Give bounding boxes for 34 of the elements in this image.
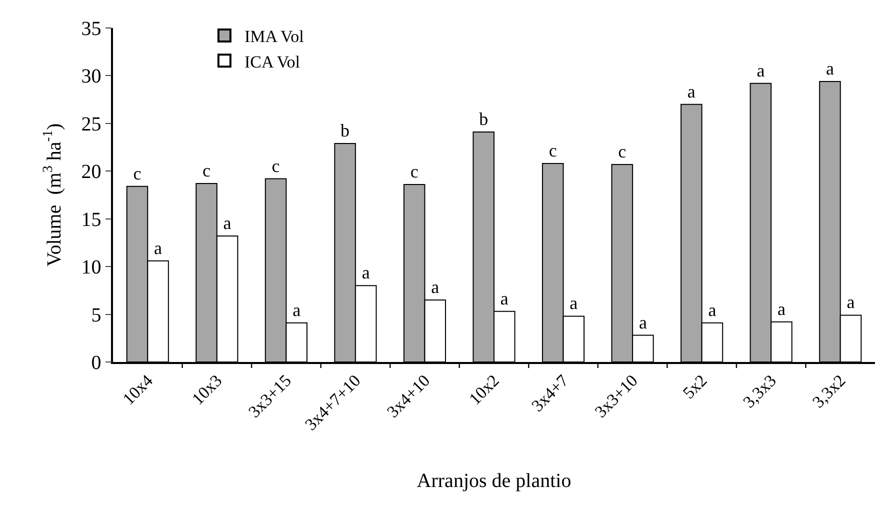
y-tick-label: 10 [81, 256, 102, 279]
data-label: a [638, 312, 647, 332]
data-label: a [826, 58, 834, 78]
data-label: a [292, 300, 301, 320]
data-label: a [777, 298, 786, 319]
y-tick-label: 15 [81, 208, 102, 231]
data-label: c [618, 141, 626, 162]
y-tick-label: 0 [91, 352, 102, 374]
y-tick-label: 20 [81, 161, 102, 184]
data-label: a [154, 238, 162, 258]
data-label: a [500, 288, 508, 308]
y-tick-label: 25 [81, 113, 102, 136]
data-label: a [846, 292, 855, 312]
y-tick-label: 5 [91, 304, 102, 326]
data-label: c [202, 160, 211, 181]
legend-label: IMA Vol [244, 27, 304, 46]
data-label: b [340, 120, 350, 140]
data-label: c [548, 140, 557, 161]
data-label: a [708, 300, 716, 320]
data-label: a [687, 81, 696, 102]
x-tick-label: 5x2 [679, 371, 711, 403]
data-label: a [431, 276, 440, 297]
data-label: c [410, 162, 418, 182]
data-label: a [570, 293, 578, 314]
data-label: b [479, 109, 488, 130]
data-label: c [272, 156, 280, 176]
data-label: c [133, 163, 142, 184]
x-axis-title: Arranjos de plantio [416, 470, 572, 492]
data-label: a [223, 213, 232, 234]
data-label: a [756, 60, 765, 80]
y-tick-label: 30 [81, 66, 102, 88]
y-tick-label: 35 [81, 18, 102, 40]
data-label: a [362, 262, 370, 283]
legend-label: ICA Vol [244, 52, 300, 72]
